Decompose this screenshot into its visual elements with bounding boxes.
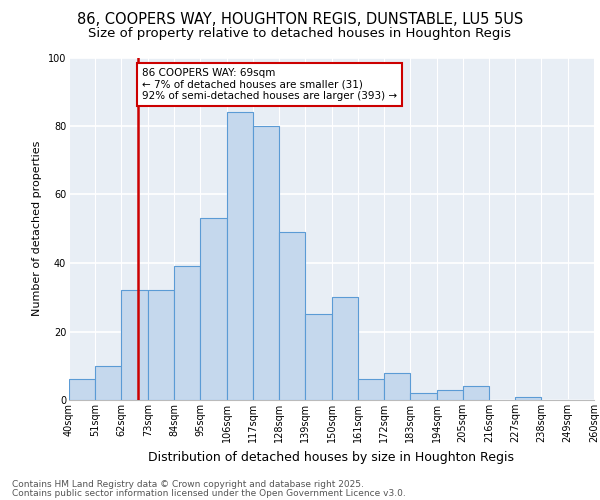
Bar [358,380,384,400]
Bar [69,380,95,400]
Bar [227,112,253,400]
Bar [463,386,489,400]
Y-axis label: Number of detached properties: Number of detached properties [32,141,42,316]
Bar [121,290,148,400]
Bar [279,232,305,400]
Text: Size of property relative to detached houses in Houghton Regis: Size of property relative to detached ho… [89,28,511,40]
Bar [515,396,541,400]
Bar [200,218,227,400]
Bar [305,314,331,400]
Bar [437,390,463,400]
Text: Contains public sector information licensed under the Open Government Licence v3: Contains public sector information licen… [12,488,406,498]
Bar [95,366,121,400]
Text: Contains HM Land Registry data © Crown copyright and database right 2025.: Contains HM Land Registry data © Crown c… [12,480,364,489]
Bar [331,297,358,400]
X-axis label: Distribution of detached houses by size in Houghton Regis: Distribution of detached houses by size … [149,450,515,464]
Bar [384,372,410,400]
Bar [174,266,200,400]
Bar [410,393,437,400]
Text: 86, COOPERS WAY, HOUGHTON REGIS, DUNSTABLE, LU5 5US: 86, COOPERS WAY, HOUGHTON REGIS, DUNSTAB… [77,12,523,28]
Text: 86 COOPERS WAY: 69sqm
← 7% of detached houses are smaller (31)
92% of semi-detac: 86 COOPERS WAY: 69sqm ← 7% of detached h… [142,68,397,101]
Bar [148,290,174,400]
Bar [253,126,279,400]
